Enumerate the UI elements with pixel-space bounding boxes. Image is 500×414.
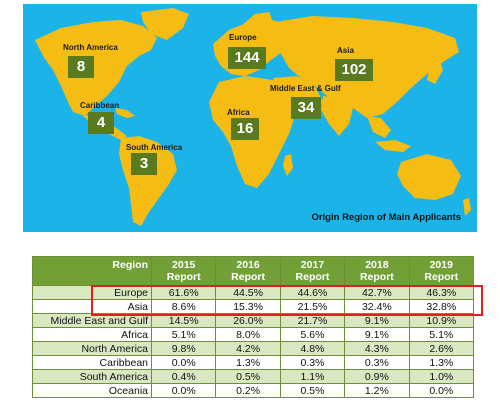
data-table: Region 2015 Report 2016 Report 2017 Repo… bbox=[32, 256, 475, 398]
table-cell: 0.5% bbox=[279, 383, 346, 398]
row-label: Caribbean bbox=[32, 355, 152, 370]
table-cell: 5.1% bbox=[408, 327, 475, 342]
count-europe: 144 bbox=[228, 47, 266, 69]
table-cell: 0.9% bbox=[344, 369, 410, 384]
table-cell: 0.5% bbox=[215, 369, 281, 384]
region-label-middle-east: Middle East & Gulf bbox=[270, 84, 341, 93]
table-cell: 0.0% bbox=[408, 383, 475, 398]
north-america-shape bbox=[35, 20, 157, 116]
table-row-north-america: North America 9.8% 4.2% 4.8% 4.3% 2.6% bbox=[32, 341, 475, 356]
table-cell: 1.2% bbox=[344, 383, 410, 398]
count-caribbean: 4 bbox=[88, 112, 114, 134]
table-cell: 21.7% bbox=[279, 313, 346, 328]
table-row-asia: Asia 8.6% 15.3% 21.5% 32.4% 32.8% bbox=[32, 299, 475, 314]
table-cell: 42.7% bbox=[344, 285, 410, 300]
count-africa: 16 bbox=[231, 118, 259, 140]
count-south-america: 3 bbox=[131, 153, 157, 175]
region-label-north-america: North America bbox=[63, 43, 118, 52]
table-row-oceania: Oceania 0.0% 0.2% 0.5% 1.2% 0.0% bbox=[32, 383, 475, 398]
header-2015: 2015 Report bbox=[150, 256, 217, 286]
australia-shape bbox=[397, 154, 461, 200]
region-label-africa: Africa bbox=[227, 108, 250, 117]
india-shape bbox=[321, 96, 353, 136]
madagascar-shape bbox=[283, 154, 293, 176]
region-label-south-america: South America bbox=[126, 143, 183, 152]
world-map: North America 8 Europe 144 Asia 102 Cari… bbox=[23, 4, 477, 232]
scandinavia-shape bbox=[241, 12, 273, 32]
table-cell: 44.5% bbox=[215, 285, 281, 300]
table-cell: 14.5% bbox=[150, 313, 217, 328]
region-share-table: Region 2015 Report 2016 Report 2017 Repo… bbox=[32, 256, 475, 398]
row-label: North America bbox=[32, 341, 152, 356]
table-cell: 1.0% bbox=[408, 369, 475, 384]
table-cell: 0.3% bbox=[344, 355, 410, 370]
map-caption: Origin Region of Main Applicants bbox=[311, 212, 461, 223]
row-label: Africa bbox=[32, 327, 152, 342]
count-asia: 102 bbox=[335, 59, 373, 81]
header-2016: 2016 Report bbox=[215, 256, 281, 286]
table-row-africa: Africa 5.1% 8.0% 5.6% 9.1% 5.1% bbox=[32, 327, 475, 342]
table-cell: 4.8% bbox=[279, 341, 346, 356]
table-cell: 4.3% bbox=[344, 341, 410, 356]
table-cell: 1.3% bbox=[408, 355, 475, 370]
table-cell: 0.0% bbox=[150, 383, 217, 398]
count-north-america: 8 bbox=[68, 56, 94, 78]
table-row-middle-east: Middle East and Gulf 14.5% 26.0% 21.7% 9… bbox=[32, 313, 475, 328]
southeast-asia-shape bbox=[367, 116, 391, 138]
table-cell: 9.1% bbox=[344, 327, 410, 342]
table-cell: 8.6% bbox=[150, 299, 217, 314]
table-cell: 0.4% bbox=[150, 369, 217, 384]
row-label: South America bbox=[32, 369, 152, 384]
table-cell: 9.1% bbox=[344, 313, 410, 328]
table-cell: 5.1% bbox=[150, 327, 217, 342]
row-label: Europe bbox=[32, 285, 152, 300]
table-cell: 0.3% bbox=[279, 355, 346, 370]
header-region: Region bbox=[32, 256, 152, 286]
row-label: Middle East and Gulf bbox=[32, 313, 152, 328]
table-row-europe: Europe 61.6% 44.5% 44.6% 42.7% 46.3% bbox=[32, 285, 475, 300]
table-cell: 2.6% bbox=[408, 341, 475, 356]
table-cell: 26.0% bbox=[215, 313, 281, 328]
japan-shape bbox=[427, 58, 443, 84]
region-label-europe: Europe bbox=[229, 33, 257, 42]
indonesia-shape bbox=[375, 140, 411, 152]
header-2017: 2017 Report bbox=[279, 256, 346, 286]
table-cell: 32.8% bbox=[408, 299, 475, 314]
header-2018: 2018 Report bbox=[344, 256, 410, 286]
table-row-south-america: South America 0.4% 0.5% 1.1% 0.9% 1.0% bbox=[32, 369, 475, 384]
table-cell: 0.2% bbox=[215, 383, 281, 398]
region-label-asia: Asia bbox=[337, 46, 354, 55]
table-header-row: Region 2015 Report 2016 Report 2017 Repo… bbox=[32, 256, 475, 286]
table-cell: 5.6% bbox=[279, 327, 346, 342]
table-cell: 21.5% bbox=[279, 299, 346, 314]
row-label: Asia bbox=[32, 299, 152, 314]
row-label: Oceania bbox=[32, 383, 152, 398]
table-cell: 32.4% bbox=[344, 299, 410, 314]
table-cell: 9.8% bbox=[150, 341, 217, 356]
table-cell: 1.1% bbox=[279, 369, 346, 384]
region-label-caribbean: Caribbean bbox=[80, 101, 120, 110]
table-cell: 0.0% bbox=[150, 355, 217, 370]
table-cell: 44.6% bbox=[279, 285, 346, 300]
new-zealand-shape bbox=[463, 198, 471, 216]
table-row-caribbean: Caribbean 0.0% 1.3% 0.3% 0.3% 1.3% bbox=[32, 355, 475, 370]
caribbean-shape bbox=[115, 108, 135, 118]
table-cell: 1.3% bbox=[215, 355, 281, 370]
table-cell: 4.2% bbox=[215, 341, 281, 356]
table-cell: 61.6% bbox=[150, 285, 217, 300]
table-cell: 10.9% bbox=[408, 313, 475, 328]
count-middle-east: 34 bbox=[291, 97, 321, 119]
table-cell: 8.0% bbox=[215, 327, 281, 342]
header-2019: 2019 Report bbox=[408, 256, 475, 286]
table-cell: 46.3% bbox=[408, 285, 475, 300]
greenland-shape bbox=[141, 8, 189, 40]
table-cell: 15.3% bbox=[215, 299, 281, 314]
